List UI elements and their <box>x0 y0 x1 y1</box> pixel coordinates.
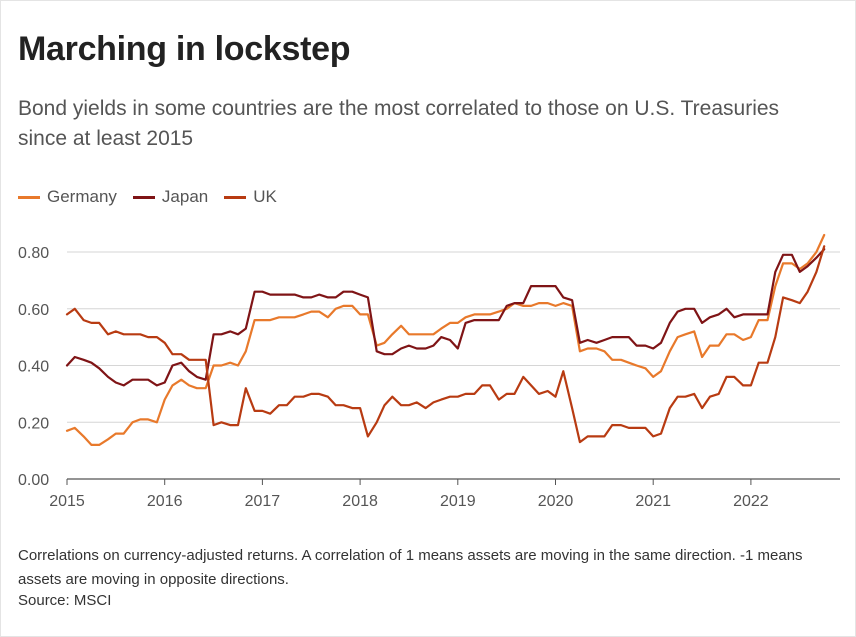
x-tick-label: 2017 <box>245 493 281 510</box>
y-tick-label: 0.60 <box>18 302 49 319</box>
series-line-germany <box>65 233 826 446</box>
footnote: Correlations on currency-adjusted return… <box>18 547 803 588</box>
line-chart: 0.00 0.20 0.40 0.60 0.80 2015 2016 2017 2018 2019… <box>18 233 840 510</box>
y-tick-label: 0.40 <box>18 359 49 376</box>
legend-item-uk: UK <box>224 187 277 207</box>
x-tick-label: 2018 <box>342 493 378 510</box>
legend-item-japan: Japan <box>132 187 209 207</box>
source-note: Source: MSCI <box>18 592 112 609</box>
legend-label-uk: UK <box>253 187 277 206</box>
x-tick-label: 2015 <box>49 493 85 510</box>
x-tick-label: 2020 <box>538 493 574 510</box>
series-line-uk <box>65 245 826 444</box>
legend-label-japan: Japan <box>161 187 209 206</box>
y-tick-label: 0.00 <box>18 472 49 489</box>
chart-subtitle: Bond yields in some countries are the mo… <box>18 97 780 150</box>
legend-swatch-uk <box>224 195 247 199</box>
x-tick-label: 2019 <box>440 493 476 510</box>
legend: Germany Japan UK <box>18 187 293 207</box>
x-tick-label: 2016 <box>147 493 183 510</box>
legend-swatch-germany <box>18 195 40 199</box>
x-tick-label: 2022 <box>733 493 769 510</box>
x-tick-label: 2021 <box>635 493 671 510</box>
y-tick-label: 0.20 <box>18 415 49 432</box>
y-tick-label: 0.80 <box>18 245 49 262</box>
series-line-japan <box>65 248 826 387</box>
legend-swatch-japan <box>132 195 155 199</box>
legend-item-germany: Germany <box>18 187 117 207</box>
legend-label-germany: Germany <box>47 187 117 206</box>
chart-title: Marching in lockstep <box>18 30 351 68</box>
